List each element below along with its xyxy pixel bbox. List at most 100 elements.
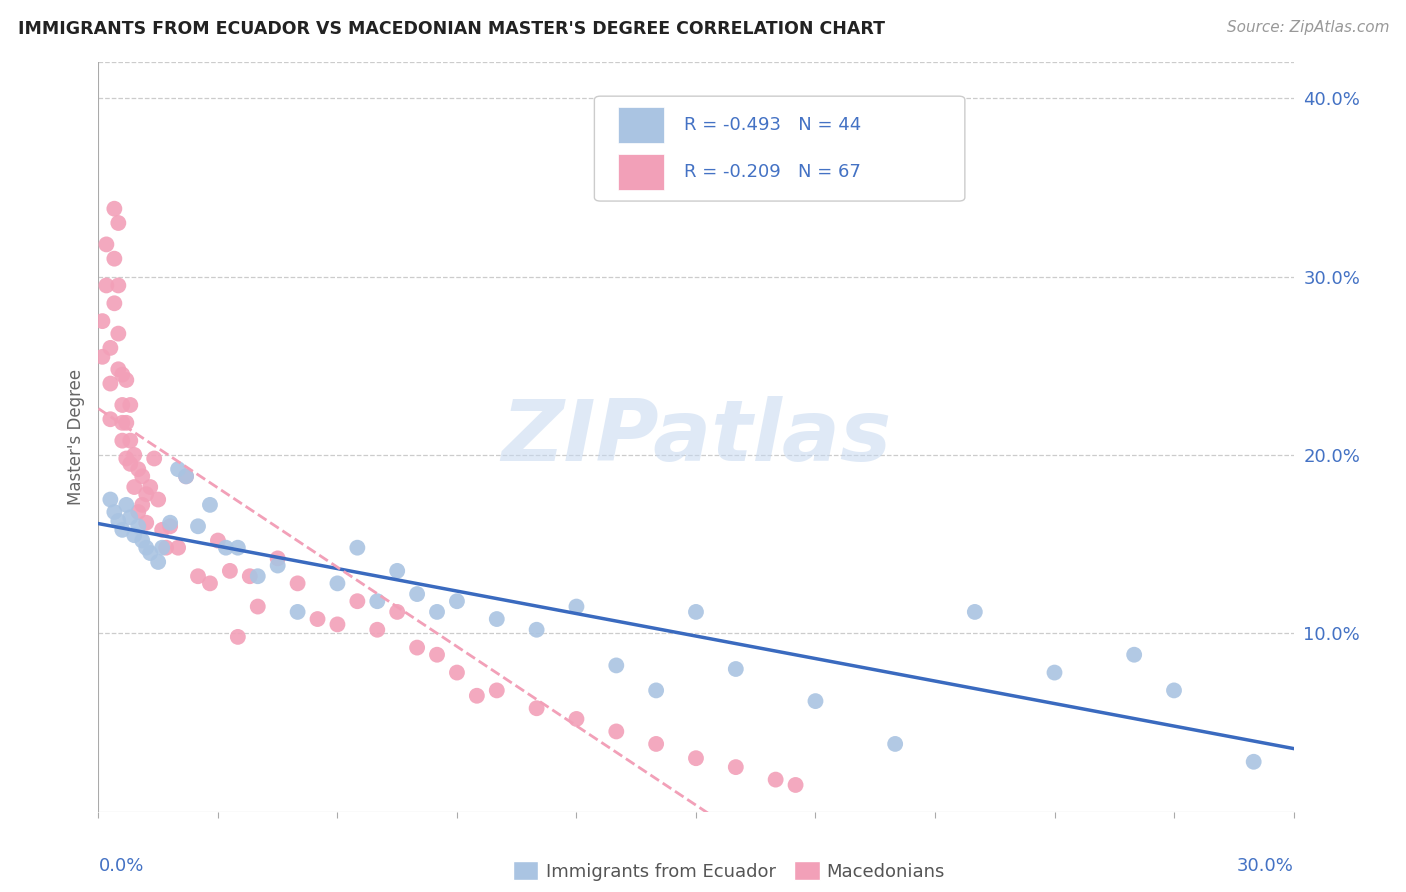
Point [406, 640, 429, 655]
Point [605, 724, 627, 739]
Point [645, 737, 668, 751]
Text: R = -0.209   N = 67: R = -0.209 N = 67 [685, 163, 860, 181]
Point [107, 326, 129, 341]
Point [103, 296, 125, 310]
Point [111, 416, 134, 430]
Point [346, 541, 368, 555]
Point [239, 569, 262, 583]
Point [174, 469, 197, 483]
Point [785, 778, 807, 792]
Point [765, 772, 787, 787]
Point [246, 569, 269, 583]
Point [884, 737, 907, 751]
Point [127, 519, 149, 533]
Text: R = -0.493   N = 44: R = -0.493 N = 44 [685, 116, 862, 135]
Point [485, 612, 508, 626]
Point [226, 630, 249, 644]
Point [91, 314, 114, 328]
Point [465, 689, 488, 703]
Point [385, 564, 409, 578]
Point [139, 546, 162, 560]
Point [98, 376, 122, 391]
Point [174, 469, 197, 483]
Point [150, 523, 173, 537]
Point [111, 368, 134, 382]
FancyBboxPatch shape [619, 153, 664, 190]
FancyBboxPatch shape [619, 107, 664, 144]
Text: Immigrants from Ecuador: Immigrants from Ecuador [546, 863, 776, 881]
Point [159, 519, 181, 533]
Point [96, 278, 118, 293]
Point [645, 683, 668, 698]
Point [98, 492, 122, 507]
Text: 0.0%: 0.0% [98, 856, 143, 875]
Point [526, 623, 548, 637]
Point [111, 434, 134, 448]
Point [115, 498, 138, 512]
Point [385, 605, 409, 619]
Point [446, 665, 468, 680]
Point [107, 362, 129, 376]
Point [198, 498, 221, 512]
Point [326, 617, 349, 632]
Point [406, 587, 429, 601]
Point [111, 523, 134, 537]
Point [804, 694, 827, 708]
Point [103, 505, 125, 519]
Point [148, 555, 170, 569]
Point [346, 594, 368, 608]
Point [366, 623, 388, 637]
Point [135, 516, 157, 530]
Point [565, 599, 588, 614]
Point [267, 551, 290, 566]
Point [565, 712, 588, 726]
Point [139, 480, 162, 494]
Point [685, 605, 707, 619]
Point [446, 594, 468, 608]
Point [685, 751, 707, 765]
Point [103, 202, 125, 216]
Point [326, 576, 349, 591]
Point [207, 533, 229, 548]
Point [107, 216, 129, 230]
Point [426, 605, 449, 619]
Point [124, 480, 146, 494]
Point [963, 605, 986, 619]
Point [131, 469, 153, 483]
Point [120, 398, 142, 412]
Point [131, 533, 153, 548]
Point [107, 514, 129, 528]
Point [485, 683, 508, 698]
Y-axis label: Master's Degree: Master's Degree [66, 369, 84, 505]
Point [526, 701, 548, 715]
FancyBboxPatch shape [595, 96, 965, 201]
Point [167, 541, 190, 555]
Point [135, 487, 157, 501]
Point [167, 462, 190, 476]
Point [148, 492, 170, 507]
Point [127, 505, 149, 519]
Point [103, 252, 125, 266]
Point [120, 457, 142, 471]
Point [115, 373, 138, 387]
Point [219, 564, 242, 578]
Point [426, 648, 449, 662]
Point [98, 412, 122, 426]
Point [120, 510, 142, 524]
Point [96, 237, 118, 252]
Point [115, 416, 138, 430]
Point [115, 451, 138, 466]
Point [287, 605, 309, 619]
Point [135, 541, 157, 555]
Point [187, 519, 209, 533]
Point [287, 576, 309, 591]
Point [1043, 665, 1066, 680]
Point [124, 448, 146, 462]
Point [605, 658, 627, 673]
Point [307, 612, 329, 626]
Point [226, 541, 249, 555]
Point [107, 278, 129, 293]
Point [198, 576, 221, 591]
Text: Source: ZipAtlas.com: Source: ZipAtlas.com [1226, 20, 1389, 35]
Point [91, 350, 114, 364]
